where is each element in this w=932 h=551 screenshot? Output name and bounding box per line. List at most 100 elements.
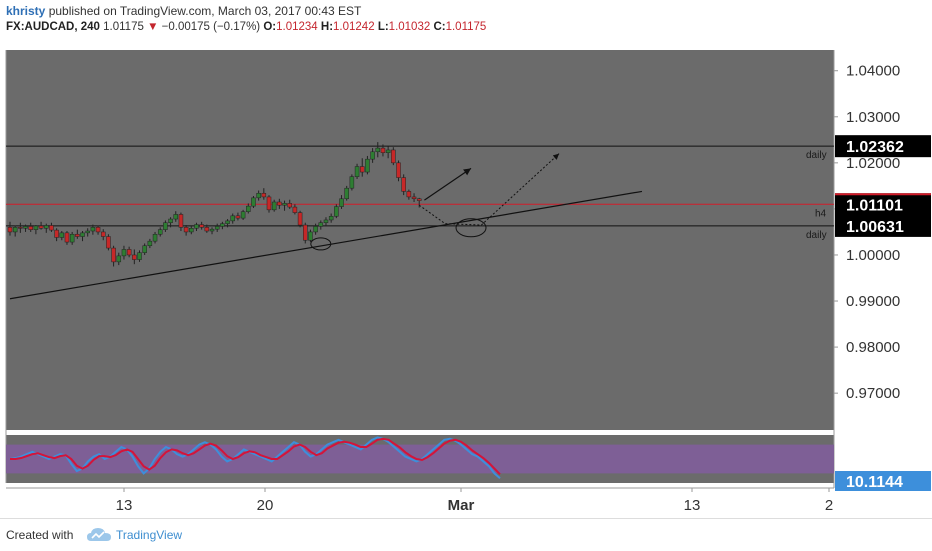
candle-body [194,224,199,229]
candle [334,204,339,219]
candle-body [152,233,158,242]
candle-body [183,227,189,233]
candle [163,220,168,232]
price-chart[interactable]: 1.040001.030001.020001.010001.000000.990… [0,40,932,518]
candle [271,199,277,212]
candle-body [396,162,401,178]
candle-body [391,149,396,164]
close-value: 1.01175 [445,21,487,33]
symbol-label: FX:AUDCAD, 240 [6,21,100,33]
candle-body [220,223,225,227]
candle-body [18,227,23,229]
candle-body [344,187,349,200]
time-tick-label: Mar [448,497,475,514]
candle [256,190,261,201]
author-link[interactable]: khristy [6,4,46,18]
candle [75,229,80,239]
candle [183,225,189,236]
candle-body [204,227,210,232]
price-tick-label: 1.03000 [846,109,900,126]
candle [100,229,106,241]
high-value: 1.01242 [333,21,375,33]
price-tag-accent [835,193,931,196]
candle [380,144,386,157]
price-tick-label: 0.98000 [846,339,900,356]
candle-body [137,252,142,260]
candle [365,155,370,175]
candle [137,250,142,262]
footer: Created with TradingView [0,518,932,551]
candle [106,234,111,251]
candle-body [28,226,33,230]
candle-body [271,201,277,211]
price-tag-label: 1.02362 [846,139,904,156]
candle [59,231,65,241]
close-label: C: [433,21,446,33]
projection-arrow-up [424,167,472,201]
candle-body [339,198,344,207]
candle [28,222,33,232]
level-tag-label: h4 [815,208,827,219]
candle [308,229,313,243]
candle [44,223,49,233]
candle [282,200,287,211]
support-trendline [9,190,643,300]
level-tag-label: daily [806,150,827,161]
candle [194,222,199,232]
candle [328,213,334,223]
candle-body [173,214,179,220]
candle-body [54,229,59,238]
candle [318,220,324,230]
candle-body [12,227,18,233]
candle-body [209,228,215,232]
candle [344,185,349,201]
candle [313,223,318,235]
price-tick-label: 0.99000 [846,293,900,310]
candle-body [349,176,355,189]
candle [95,225,101,235]
candle-body [142,245,147,253]
candle-body [328,216,334,221]
candle-body [303,224,308,241]
price-tick-label: 1.00000 [846,247,900,264]
candle-body [230,215,235,222]
high-label: H: [320,21,334,33]
candle [64,231,70,245]
candle [303,222,308,244]
candle [85,228,90,237]
candle [90,224,96,235]
candle [261,188,267,200]
candle [411,193,417,202]
tradingview-brand[interactable]: TradingView [116,528,183,542]
candle [385,146,391,159]
candle [157,227,163,237]
candle-body [95,227,101,233]
open-label: O: [263,21,277,33]
candle [354,163,360,179]
candle-body [308,231,313,241]
candle-body [240,211,246,219]
candle [214,223,220,232]
candle [297,210,303,228]
candle [323,217,329,227]
candle-body [375,147,381,153]
candle-body [85,230,90,234]
candle-body [385,149,391,153]
candle-body [313,226,318,233]
price-tag-label: 1.01101 [846,197,903,214]
candle [69,231,75,245]
candle-body [277,201,282,206]
candle [111,245,116,267]
tradingview-cloud-icon[interactable] [86,526,112,544]
candle-body [246,205,251,212]
candle-body [282,203,287,206]
candle-body [111,247,116,263]
candle-body [44,225,49,229]
candle-body [334,206,339,217]
candle [359,158,365,177]
candle [18,222,23,233]
candle [292,204,298,215]
candle-body [49,225,54,231]
candle-body [38,225,44,229]
projection-path-dotted [418,153,560,226]
